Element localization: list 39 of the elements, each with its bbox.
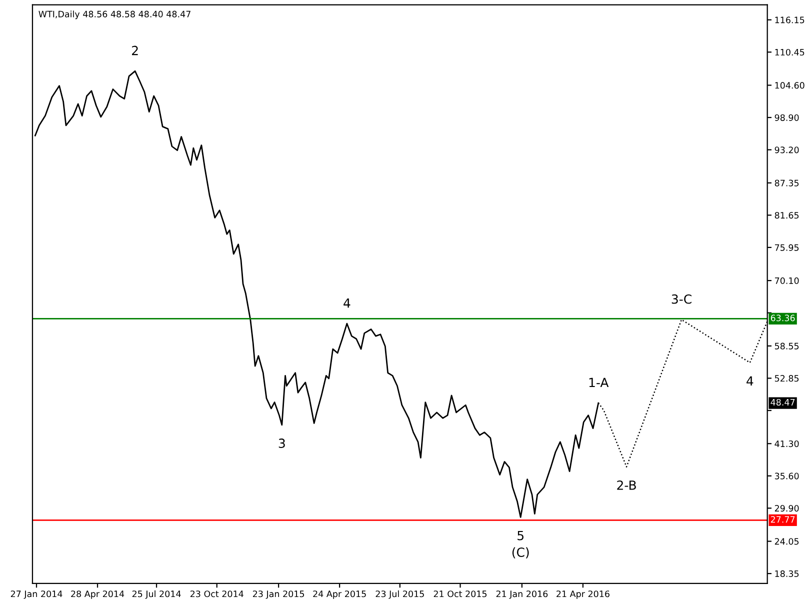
annotation: 3-C	[672, 294, 692, 304]
y-tick-label: 110.45	[775, 48, 804, 56]
annotation: 1-A	[589, 378, 609, 388]
x-tick-label: 25 Jul 2014	[132, 590, 181, 599]
ref-line-label: 63.36	[770, 314, 795, 322]
x-tick-label: 28 Apr 2014	[71, 590, 124, 599]
x-tick-label: 21 Oct 2015	[434, 590, 487, 598]
x-tick-label: 23 Jul 2015	[376, 590, 424, 599]
y-tick-label: 41.30	[774, 440, 799, 448]
x-tick-label: 23 Jan 2015	[252, 590, 304, 599]
annotation: 48.47	[770, 398, 795, 406]
annotation: 2-B	[617, 480, 636, 490]
x-tick-label: 23 Oct 2014	[190, 590, 244, 598]
x-tick-label: 21 Jan 2016	[496, 590, 548, 599]
y-tick-label: 58.55	[774, 342, 799, 350]
y-tick-label: 75.95	[775, 244, 799, 251]
y-tick-label: 93.20	[774, 146, 799, 154]
annotation: 4	[746, 376, 754, 386]
y-tick-label: 52.85	[774, 375, 799, 382]
y-tick-label: 98.90	[774, 114, 799, 121]
y-tick-label: 29.90	[774, 504, 799, 512]
y-tick-label: 70.10	[775, 277, 799, 284]
annotation: 3	[278, 438, 285, 448]
text: WTI,Daily 48.56 48.58 48.40 48.47	[38, 10, 190, 20]
y-tick-label: 81.65	[774, 212, 799, 219]
y-tick-label: 35.60	[774, 472, 799, 480]
y-tick-label: 18.35	[775, 570, 799, 578]
ref-line-label: 27.77	[770, 516, 795, 523]
x-tick-label: 24 Apr 2015	[313, 590, 366, 599]
annotation: (C)	[512, 547, 529, 558]
y-tick-label: 24.05	[774, 538, 799, 545]
x-tick-label: 27 Jan 2014	[10, 590, 62, 599]
y-tick-label: 104.60	[775, 82, 804, 89]
y-tick-label: 87.35	[774, 180, 799, 186]
x-tick-label: 21 Apr 2016	[556, 590, 610, 599]
annotation: 2	[132, 46, 138, 56]
annotation: 4	[344, 298, 350, 308]
y-tick-label: 116.15	[775, 16, 804, 24]
annotation: 5	[518, 531, 524, 540]
